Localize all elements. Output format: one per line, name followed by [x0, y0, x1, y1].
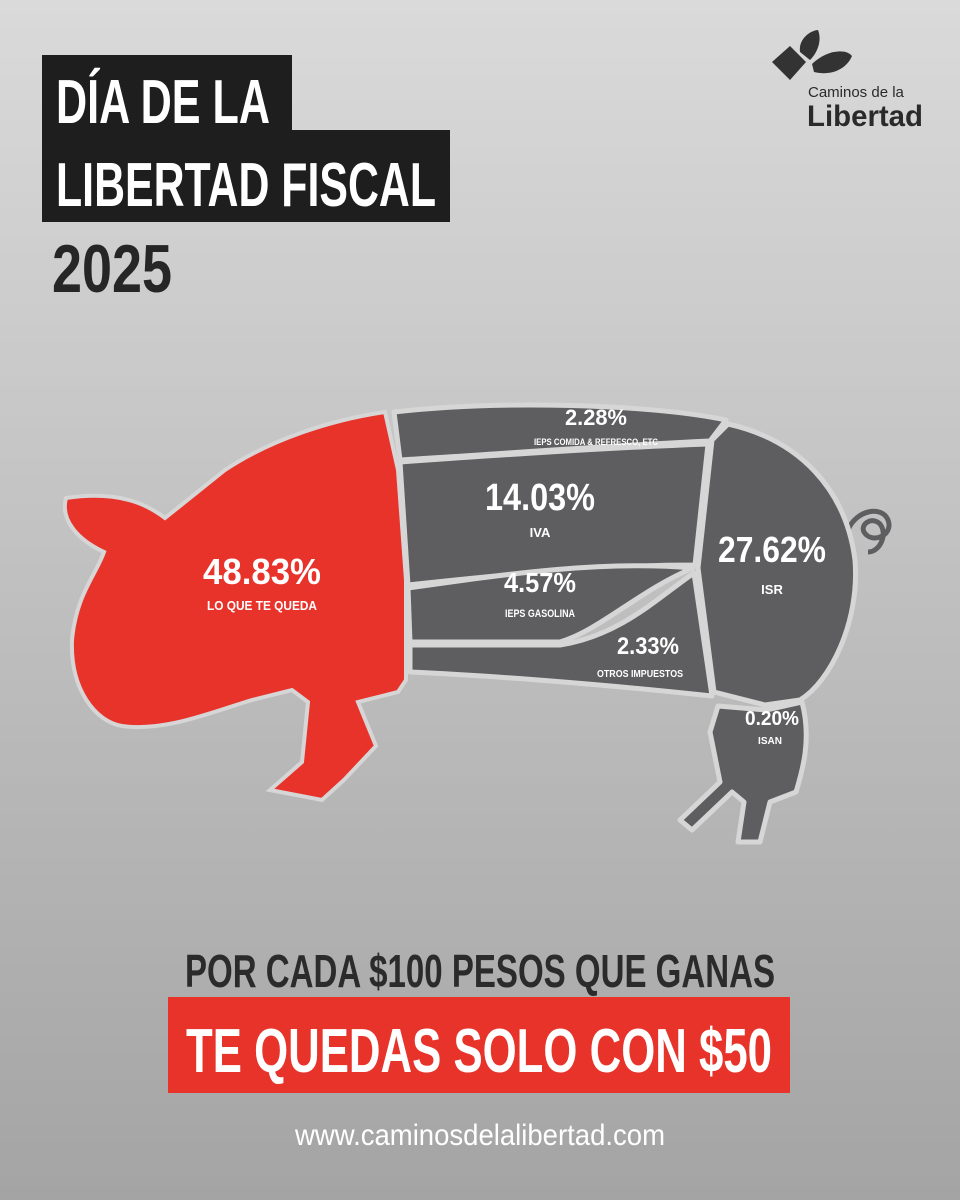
segment-label: ISAN	[758, 736, 782, 747]
segment-value: 2.33%	[617, 633, 679, 660]
footer-line: POR CADA $100 PESOS QUE GANAS	[185, 945, 775, 997]
segment-value: 2.28%	[565, 405, 627, 430]
title-line: LIBERTAD FISCAL	[56, 151, 436, 220]
logo-icon	[799, 30, 820, 60]
segment-label: OTROS IMPUESTOS	[597, 669, 683, 680]
logo: Caminos de la Libertad	[772, 30, 923, 133]
segment-value: 27.62%	[718, 529, 826, 570]
segment	[695, 421, 859, 708]
segment	[677, 699, 809, 845]
segment-value: 48.83%	[203, 551, 321, 592]
logo-icon	[772, 46, 806, 80]
year: 2025	[52, 231, 172, 307]
segment-red	[62, 409, 408, 803]
tail	[845, 508, 892, 555]
logo-icon	[812, 51, 852, 74]
segment-value: 0.20%	[745, 708, 799, 730]
segment-label: IEPS COMIDA & REFRESCO, ETC	[534, 437, 658, 447]
segment-label: IEPS GASOLINA	[505, 608, 575, 620]
segment-label: IVA	[530, 525, 551, 540]
logo-text: Caminos de la	[808, 84, 905, 101]
segment	[407, 570, 715, 699]
logo-text: Libertad	[807, 100, 923, 133]
segment-value: 14.03%	[485, 477, 595, 519]
title-box	[42, 130, 450, 222]
highlight-box	[168, 997, 790, 1093]
title-box	[42, 55, 292, 132]
segment-value: 4.57%	[504, 567, 576, 598]
title-line: DÍA DE LA	[56, 68, 270, 137]
segment	[405, 563, 696, 645]
url: www.caminosdelalibertad.com	[294, 1119, 665, 1152]
segment-label: ISR	[761, 582, 783, 597]
pig	[62, 402, 892, 845]
segment-label: LO QUE TE QUEDA	[207, 598, 318, 613]
footer-highlight: TE QUEDAS SOLO CON $50	[186, 1017, 772, 1086]
